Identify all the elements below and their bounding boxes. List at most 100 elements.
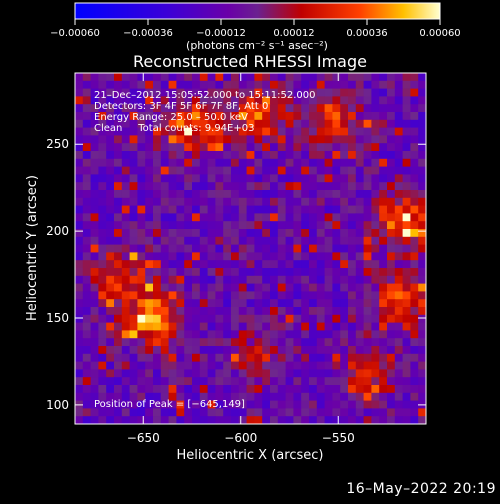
heatmap-cell: [254, 299, 263, 308]
heatmap-cell: [394, 174, 404, 183]
heatmap-cell: [207, 104, 216, 113]
heatmap-cell: [153, 236, 162, 246]
heatmap-cell: [231, 143, 240, 152]
heatmap-cell: [223, 80, 232, 90]
heatmap-cell: [215, 135, 224, 144]
heatmap-cell: [262, 408, 271, 417]
heatmap-cell: [332, 151, 341, 160]
heatmap-cell: [129, 112, 138, 121]
heatmap-cell: [301, 143, 310, 152]
heatmap-cell: [254, 182, 263, 191]
heatmap-cell: [137, 236, 146, 246]
heatmap-cell: [184, 96, 193, 105]
heatmap-cell: [145, 119, 154, 129]
heatmap-cell: [348, 353, 357, 363]
heatmap-cell: [270, 205, 279, 214]
heatmap-cell: [332, 346, 341, 355]
heatmap-cell: [137, 213, 146, 222]
heatmap-cell: [332, 96, 341, 105]
heatmap-cell: [402, 96, 411, 105]
heatmap-cell: [285, 166, 294, 175]
heatmap-cell: [75, 353, 84, 363]
heatmap-cell: [192, 80, 201, 90]
heatmap-cell: [207, 353, 216, 363]
heatmap-cell: [301, 158, 310, 168]
heatmap-cell: [153, 143, 162, 152]
heatmap-cell: [223, 369, 232, 378]
heatmap-cell: [254, 330, 263, 339]
heatmap-cell: [363, 385, 372, 394]
heatmap-cell: [363, 197, 372, 207]
heatmap-cell: [262, 158, 271, 168]
heatmap-cell: [324, 268, 333, 277]
heatmap-cell: [184, 236, 193, 246]
heatmap-cell: [75, 127, 84, 136]
heatmap-cell: [238, 377, 248, 386]
heatmap-cell: [176, 182, 185, 191]
heatmap-cell: [145, 205, 154, 214]
heatmap-cell: [387, 229, 396, 238]
heatmap-cell: [418, 369, 426, 378]
heatmap-cell: [363, 353, 372, 363]
heatmap-cell: [293, 322, 302, 331]
heatmap-cell: [106, 275, 115, 285]
heatmap-cell: [340, 174, 349, 183]
heatmap-cell: [309, 291, 318, 300]
heatmap-cell: [394, 314, 404, 324]
heatmap-cell: [387, 236, 396, 246]
heatmap-cell: [324, 213, 333, 222]
heatmap-cell: [418, 260, 426, 269]
heatmap-cell: [153, 400, 162, 409]
heatmap-cell: [355, 213, 365, 222]
heatmap-cell: [75, 244, 84, 253]
heatmap-cell: [238, 314, 248, 324]
heatmap-cell: [246, 236, 255, 246]
heatmap-cell: [231, 127, 240, 136]
heatmap-cell: [184, 400, 193, 409]
heatmap-cell: [207, 299, 216, 308]
heatmap-cell: [145, 291, 154, 300]
heatmap-cell: [394, 377, 404, 386]
heatmap-cell: [418, 112, 426, 121]
heatmap-cell: [129, 197, 138, 207]
heatmap-cell: [176, 322, 185, 331]
colorbar-tick-label: 0.00012: [273, 28, 314, 39]
heatmap-cell: [215, 260, 224, 269]
heatmap-cell: [184, 322, 193, 331]
heatmap-cell: [332, 361, 341, 370]
heatmap-cell: [285, 416, 294, 424]
x-tick-label: −550: [322, 431, 355, 445]
heatmap-cell: [316, 299, 326, 308]
heatmap-cell: [418, 104, 426, 113]
heatmap-cell: [394, 104, 404, 113]
heatmap-cell: [207, 369, 216, 378]
heatmap-cell: [238, 283, 248, 292]
heatmap-cell: [301, 322, 310, 331]
heatmap-cell: [114, 80, 123, 90]
heatmap-cell: [98, 73, 107, 82]
heatmap-cell: [410, 221, 419, 230]
heatmap-cell: [340, 361, 349, 370]
heatmap-cell: [371, 408, 380, 417]
heatmap-cell: [137, 104, 146, 113]
heatmap-cell: [371, 307, 380, 316]
colorbar-tick-label: −0.00036: [123, 28, 173, 39]
heatmap-cell: [82, 283, 92, 292]
heatmap-cell: [106, 322, 115, 331]
heatmap-cell: [379, 73, 388, 82]
heatmap-cell: [418, 143, 426, 152]
heatmap-cell: [301, 229, 310, 238]
heatmap-cell: [277, 275, 287, 285]
heatmap-cell: [387, 80, 396, 90]
heatmap-cell: [145, 392, 154, 402]
heatmap-cell: [121, 307, 131, 316]
heatmap-cell: [410, 158, 419, 168]
heatmap-cell: [402, 135, 411, 144]
heatmap-cell: [340, 408, 349, 417]
heatmap-cell: [418, 96, 426, 105]
heatmap-cell: [277, 221, 287, 230]
heatmap-cell: [262, 330, 271, 339]
heatmap-cell: [90, 299, 99, 308]
heatmap-cell: [402, 268, 411, 277]
heatmap-cell: [340, 268, 349, 277]
